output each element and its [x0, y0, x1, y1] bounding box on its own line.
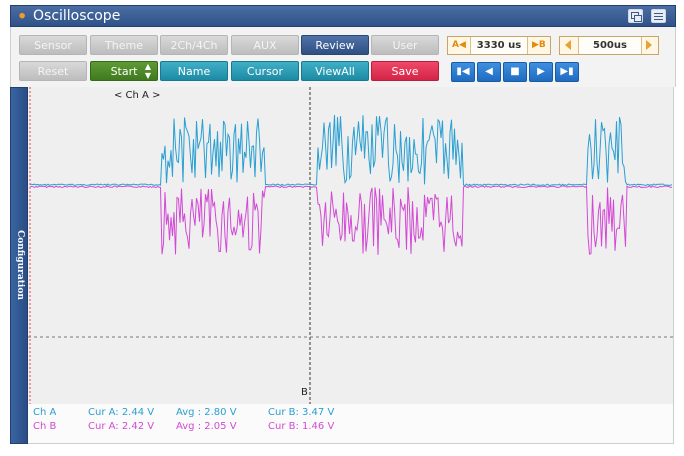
ch-a-label: Ch A: [33, 407, 57, 418]
start-button[interactable]: Start ▲ ▼: [90, 61, 158, 81]
ch-a-cur-a: Cur A: 2.44 V: [88, 407, 155, 418]
theme-button[interactable]: Theme: [90, 35, 158, 55]
cursor-span-value: 3330 us: [470, 37, 528, 54]
app-logo-icon: ⚫: [17, 9, 28, 23]
waveform-canvas: [28, 87, 673, 404]
ch-a-cur-b: Cur B: 3.47 V: [268, 407, 335, 418]
cursor-a-label: A: [452, 40, 459, 50]
cursor-button[interactable]: Cursor: [231, 61, 299, 81]
channel-mode-button[interactable]: 2Ch/4Ch: [160, 35, 228, 55]
channel-marker[interactable]: < Ch A >: [114, 90, 161, 101]
restore-window-icon[interactable]: [628, 9, 643, 23]
measurement-readout: Ch A Cur A: 2.44 V Avg : 2.80 V Cur B: 3…: [28, 404, 674, 444]
menu-icon[interactable]: [651, 9, 666, 23]
window-title: Oscilloscope: [33, 8, 121, 24]
channel-b-trace: [29, 185, 673, 255]
spinner-down-icon[interactable]: ▼: [144, 71, 151, 80]
ch-b-avg: Avg : 2.05 V: [176, 421, 237, 432]
title-bar: ⚫ Oscilloscope: [10, 5, 676, 27]
sensor-button[interactable]: Sensor: [19, 35, 87, 55]
name-button[interactable]: Name: [160, 61, 228, 81]
start-spinner[interactable]: ▲ ▼: [145, 62, 151, 80]
cursor-b-marker[interactable]: B: [301, 387, 308, 398]
spinner-up-icon[interactable]: ▲: [144, 62, 151, 71]
skip-to-start-icon[interactable]: ▮◀: [451, 62, 475, 82]
ch-b-cur-a: Cur A: 2.42 V: [88, 421, 155, 432]
reset-button[interactable]: Reset: [19, 61, 87, 81]
cursor-span-display: A◀ 3330 us ▶B: [447, 36, 551, 55]
configuration-tab[interactable]: Configuration: [10, 87, 28, 444]
timebase-increase-icon[interactable]: [646, 40, 652, 50]
start-button-label: Start: [110, 65, 138, 78]
ch-b-cur-b: Cur B: 1.46 V: [268, 421, 335, 432]
configuration-tab-label: Configuration: [15, 230, 25, 300]
aux-button[interactable]: AUX: [231, 35, 299, 55]
review-button[interactable]: Review: [301, 35, 369, 55]
channel-a-trace: [29, 114, 673, 187]
waveform-plot[interactable]: < Ch A > B: [28, 87, 674, 404]
cursor-b-indicator: ▶B: [532, 40, 546, 50]
timebase-value: 500us: [578, 37, 642, 54]
stop-icon[interactable]: ■: [503, 62, 527, 82]
step-forward-icon[interactable]: ▶: [529, 62, 553, 82]
save-button[interactable]: Save: [371, 61, 439, 81]
ch-a-avg: Avg : 2.80 V: [176, 407, 237, 418]
skip-to-end-icon[interactable]: ▶▮: [555, 62, 579, 82]
timebase-decrease-icon[interactable]: [565, 40, 571, 50]
view-all-button[interactable]: ViewAll: [301, 61, 369, 81]
timebase-display: 500us: [559, 36, 659, 55]
cursor-a-indicator: A◀: [452, 40, 466, 50]
step-back-icon[interactable]: ◀: [477, 62, 501, 82]
cursor-b-label: B: [538, 40, 546, 50]
user-setting-button[interactable]: User Setting: [371, 35, 439, 72]
ch-b-label: Ch B: [33, 421, 57, 432]
